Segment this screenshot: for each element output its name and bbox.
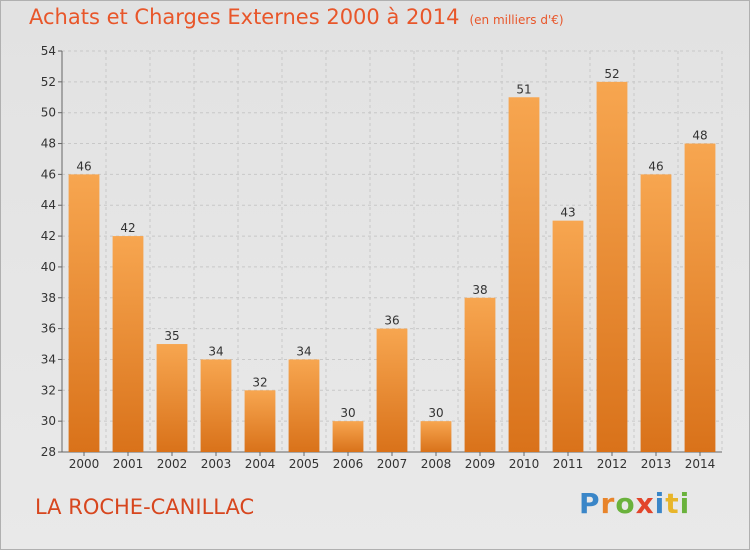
bar xyxy=(640,174,672,452)
x-tick-label: 2000 xyxy=(69,457,100,471)
bar xyxy=(112,236,144,452)
bar xyxy=(244,390,276,452)
data-label: 30 xyxy=(428,406,443,420)
chart-title-text: Achats et Charges Externes 2000 à 2014 xyxy=(29,5,460,29)
bar xyxy=(156,344,188,452)
data-label: 46 xyxy=(648,159,663,173)
bar xyxy=(552,220,584,452)
bars xyxy=(68,81,716,453)
x-tick-label: 2008 xyxy=(421,457,452,471)
bar xyxy=(508,97,540,453)
data-label: 52 xyxy=(604,67,619,81)
data-label: 42 xyxy=(120,221,135,235)
data-label: 38 xyxy=(472,283,487,297)
y-tick-label: 38 xyxy=(41,291,56,305)
x-tick-labels: 2000 2001 2002 2003 2004 2005 2006 2007 2008 2009… xyxy=(69,457,716,471)
data-label: 51 xyxy=(516,82,531,96)
logo-letter: x xyxy=(635,487,655,520)
logo-letter: i xyxy=(679,487,691,520)
x-tick-label: 2004 xyxy=(245,457,276,471)
bar xyxy=(464,297,496,452)
x-tick-label: 2011 xyxy=(553,457,584,471)
data-label: 48 xyxy=(692,129,707,143)
bar xyxy=(684,143,716,453)
logo-letter: P xyxy=(579,487,601,520)
y-tick-label: 28 xyxy=(41,445,56,459)
x-tick-label: 2012 xyxy=(597,457,628,471)
x-tick-label: 2009 xyxy=(465,457,496,471)
bar xyxy=(376,328,408,452)
bar xyxy=(420,421,452,452)
y-tick-label: 32 xyxy=(41,383,56,397)
y-tick-label: 30 xyxy=(41,414,56,428)
data-label: 34 xyxy=(208,344,223,358)
x-tick-label: 2001 xyxy=(113,457,144,471)
x-tick-label: 2007 xyxy=(377,457,408,471)
data-label: 35 xyxy=(164,329,179,343)
data-label: 34 xyxy=(296,344,311,358)
place-name: LA ROCHE-CANILLAC xyxy=(35,495,255,519)
y-tick-label: 46 xyxy=(41,167,56,181)
y-tick-labels: 28 30 32 34 36 38 40 42 44 46 48 50 52 54 xyxy=(41,44,56,459)
x-tick-label: 2005 xyxy=(289,457,320,471)
y-tick-label: 54 xyxy=(41,44,56,58)
data-label: 32 xyxy=(252,375,267,389)
y-tick-label: 50 xyxy=(41,106,56,120)
x-tick-label: 2014 xyxy=(685,457,716,471)
data-label: 43 xyxy=(560,206,575,220)
x-tick-label: 2013 xyxy=(641,457,672,471)
bar xyxy=(332,421,364,452)
y-tick-label: 44 xyxy=(41,198,56,212)
bar xyxy=(200,359,232,452)
bar xyxy=(596,81,628,452)
x-tick-label: 2006 xyxy=(333,457,364,471)
chart-title: Achats et Charges Externes 2000 à 2014 (e… xyxy=(29,5,564,29)
chart-subtitle: (en milliers d'€) xyxy=(469,13,564,27)
bar xyxy=(68,174,100,452)
y-tick-label: 48 xyxy=(41,137,56,151)
x-tick-label: 2003 xyxy=(201,457,232,471)
logo-letter: r xyxy=(600,487,616,520)
y-tick-label: 36 xyxy=(41,322,56,336)
x-tick-label: 2010 xyxy=(509,457,540,471)
y-tick-label: 34 xyxy=(41,352,56,366)
logo-letter: o xyxy=(615,487,636,520)
data-label: 30 xyxy=(340,406,355,420)
y-tick-label: 40 xyxy=(41,260,56,274)
logo-letter: i xyxy=(654,487,666,520)
proxiti-logo: Proxiti xyxy=(579,487,690,520)
data-label: 36 xyxy=(384,314,399,328)
y-tick-label: 52 xyxy=(41,75,56,89)
x-tick-label: 2002 xyxy=(157,457,188,471)
data-label: 46 xyxy=(76,159,91,173)
logo-letter: t xyxy=(665,487,680,520)
data-labels: 46 42 35 34 32 34 30 36 30 38 51 43 52 46 48 xyxy=(76,67,707,420)
bar xyxy=(288,359,320,452)
y-tick-label: 42 xyxy=(41,229,56,243)
